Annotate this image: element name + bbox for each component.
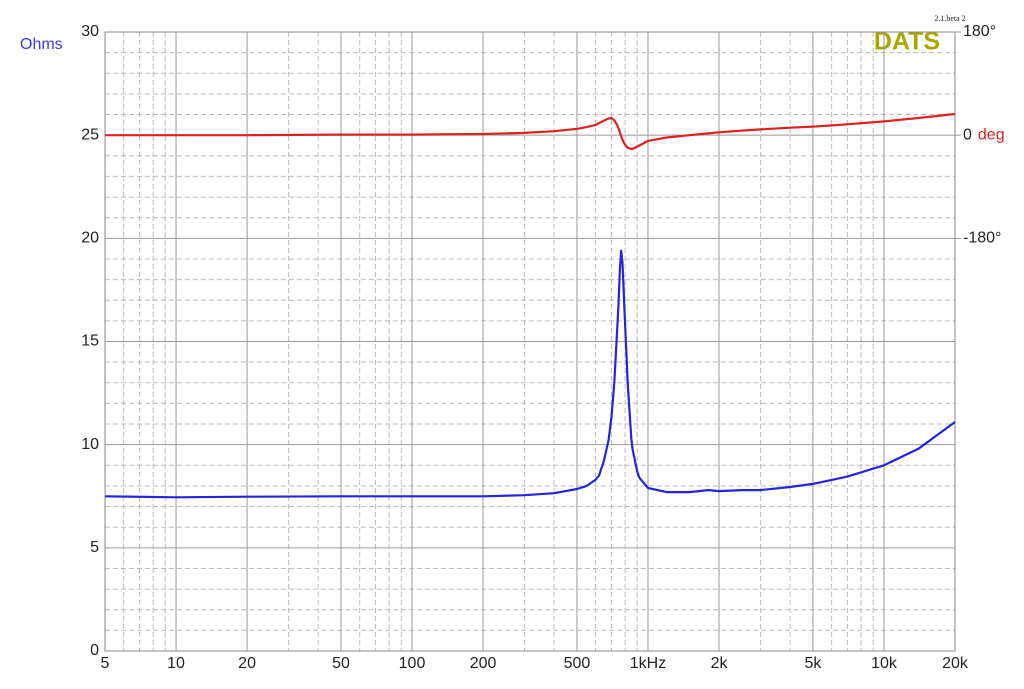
y-tick-label: 25: [81, 126, 99, 143]
x-tick-label: 10: [167, 655, 185, 672]
x-tick-label: 1kHz: [630, 655, 666, 672]
version: 2.1.beta 2: [934, 14, 965, 23]
x-tick-label: 2k: [711, 655, 729, 672]
y2-tick-label: 0: [963, 126, 972, 143]
y-tick-label: 20: [81, 230, 99, 247]
y2-tick-label: -180°: [963, 230, 1001, 247]
y-tick-label: 0: [90, 642, 99, 659]
series-line: [105, 112, 956, 150]
x-tick-label: 5k: [804, 655, 822, 672]
x-tick-label: 20k: [942, 655, 969, 672]
y-tick-label: 10: [81, 436, 99, 453]
plot-frame: [104, 31, 956, 652]
y-tick-label: 5: [90, 539, 99, 556]
y-axis-label: Ohms: [20, 36, 63, 53]
x-tick-label: 50: [332, 655, 350, 672]
y2-axis-label: deg: [978, 126, 1005, 143]
y-tick-label: 30: [81, 23, 99, 40]
series-line: [104, 249, 956, 499]
x-tick-label: 10k: [871, 655, 898, 672]
y-tick-label: 15: [81, 333, 99, 350]
x-tick-label: 100: [399, 655, 426, 672]
x-tick-label: 200: [470, 655, 497, 672]
x-tick-label: 5: [101, 655, 110, 672]
x-tick-label: 20: [238, 655, 256, 672]
y2-tick-label: 180°: [963, 23, 996, 40]
x-tick-label: 500: [564, 655, 591, 672]
